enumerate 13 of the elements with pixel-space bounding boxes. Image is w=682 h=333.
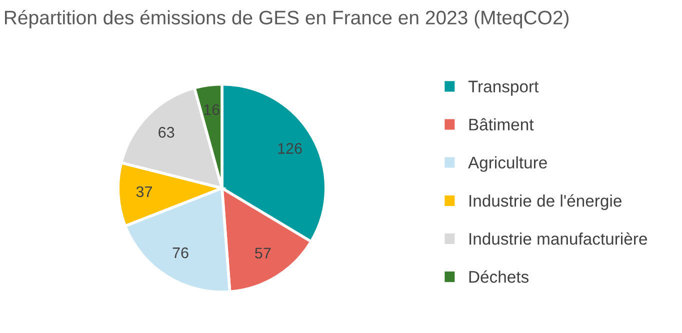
legend-label: Agriculture (468, 156, 547, 172)
legend-label: Transport (468, 80, 539, 96)
data-label: 57 (255, 248, 271, 259)
legend-label: Industrie manufacturière (470, 232, 647, 245)
data-label: 126 (278, 143, 302, 154)
legend-label: Industrie de l'énergie (470, 194, 622, 210)
data-label: 63 (158, 126, 174, 138)
data-label: 37 (136, 186, 152, 198)
data-label: 16 (204, 104, 220, 116)
chart-title: Répartition des émissions de GES en France en 2023 (MteqCO2) (5, 10, 569, 28)
legend-label: Bâtiment (469, 118, 534, 130)
data-label: 76 (172, 247, 188, 258)
legend-label: Déchets (469, 270, 529, 283)
